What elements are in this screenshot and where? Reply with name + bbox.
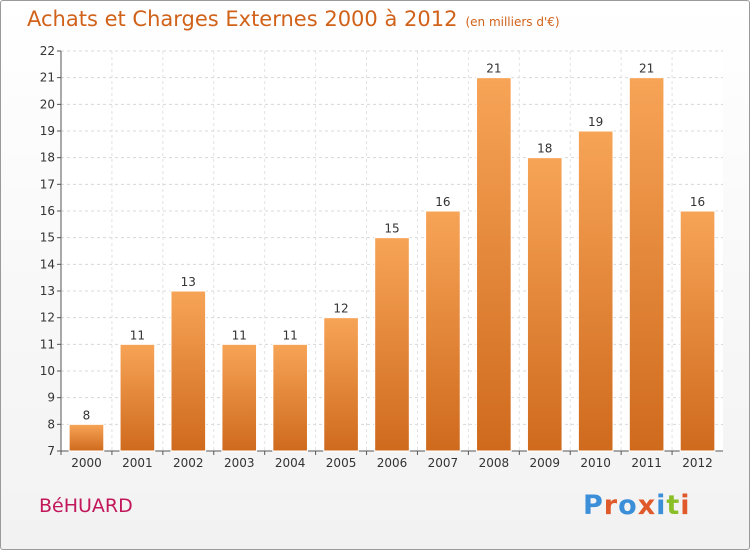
bar-2006 xyxy=(374,237,410,452)
y-tick-label: 14 xyxy=(40,257,55,271)
bar-2009 xyxy=(526,157,563,452)
logo-letter: t xyxy=(666,490,681,521)
logo-letter: i xyxy=(680,490,691,521)
y-tick-label: 8 xyxy=(47,417,55,431)
x-tick-label: 2012 xyxy=(682,456,713,470)
y-tick-label: 21 xyxy=(40,71,55,85)
x-tick-label: 2003 xyxy=(224,456,255,470)
x-tick-label: 2006 xyxy=(377,456,408,470)
bar-2003 xyxy=(221,343,258,452)
x-tick-label: 2010 xyxy=(580,456,611,470)
y-tick-label: 20 xyxy=(40,97,55,111)
y-tick-label: 15 xyxy=(40,231,55,245)
chart-title-text: Achats et Charges Externes 2000 à 2012 xyxy=(27,7,458,31)
y-tick-label: 9 xyxy=(47,391,55,405)
proxiti-logo: Proxiti xyxy=(583,490,691,521)
label-layer: 8 2000 11 2001 13 2002 11 2003 11 2004 12 2005 15 200… xyxy=(71,62,713,470)
y-tick-label: 19 xyxy=(40,124,55,138)
bar-2002 xyxy=(170,290,207,452)
logo-letter: r xyxy=(603,490,619,521)
bar-2007 xyxy=(425,210,461,452)
value-label: 19 xyxy=(588,115,603,129)
value-label: 8 xyxy=(83,408,91,422)
bar-layer xyxy=(68,77,716,452)
x-tick-label: 2001 xyxy=(122,456,153,470)
bar-2010 xyxy=(577,130,614,452)
y-tick-label: 17 xyxy=(40,177,55,191)
value-label: 12 xyxy=(333,302,348,316)
x-tick-label: 2004 xyxy=(275,456,306,470)
commune-name: BéHUARD xyxy=(39,495,133,517)
value-label: 11 xyxy=(232,328,247,342)
bar-2012 xyxy=(679,210,716,452)
y-tick-label: 12 xyxy=(40,311,55,325)
logo-letter: o xyxy=(618,490,638,521)
logo-letter: P xyxy=(583,490,604,521)
y-tick-label: 11 xyxy=(40,337,55,351)
y-tick-label: 10 xyxy=(40,364,55,378)
value-label: 13 xyxy=(181,275,196,289)
bar-2001 xyxy=(119,343,156,452)
x-tick-label: 2008 xyxy=(479,456,510,470)
bar-2005 xyxy=(323,317,359,452)
chart-title: Achats et Charges Externes 2000 à 2012 (e… xyxy=(27,7,560,31)
y-tick-label: 16 xyxy=(40,204,55,218)
x-tick-label: 2011 xyxy=(631,456,662,470)
bar-2011 xyxy=(628,77,665,452)
x-tick-label: 2009 xyxy=(529,456,560,470)
value-label: 16 xyxy=(690,195,705,209)
x-tick-label: 2002 xyxy=(173,456,204,470)
y-tick-label: 22 xyxy=(40,44,55,58)
value-label: 15 xyxy=(384,222,399,236)
bar-2008 xyxy=(476,77,512,452)
chart-unit: (en milliers d'€) xyxy=(465,15,560,29)
x-tick-label: 2000 xyxy=(71,456,102,470)
value-label: 21 xyxy=(486,62,501,76)
bar-2004 xyxy=(272,343,308,452)
y-tick-label: 18 xyxy=(40,151,55,165)
logo-letter: i xyxy=(656,490,667,521)
value-label: 18 xyxy=(537,142,552,156)
value-label: 16 xyxy=(435,195,450,209)
x-tick-label: 2007 xyxy=(428,456,459,470)
logo-letter: x xyxy=(637,490,657,521)
x-tick-label: 2005 xyxy=(326,456,357,470)
bar-2000 xyxy=(68,423,105,452)
value-label: 11 xyxy=(283,328,298,342)
y-tick-label: 7 xyxy=(47,444,55,458)
value-label: 21 xyxy=(639,62,654,76)
y-tick-label: 13 xyxy=(40,284,55,298)
value-label: 11 xyxy=(130,328,145,342)
